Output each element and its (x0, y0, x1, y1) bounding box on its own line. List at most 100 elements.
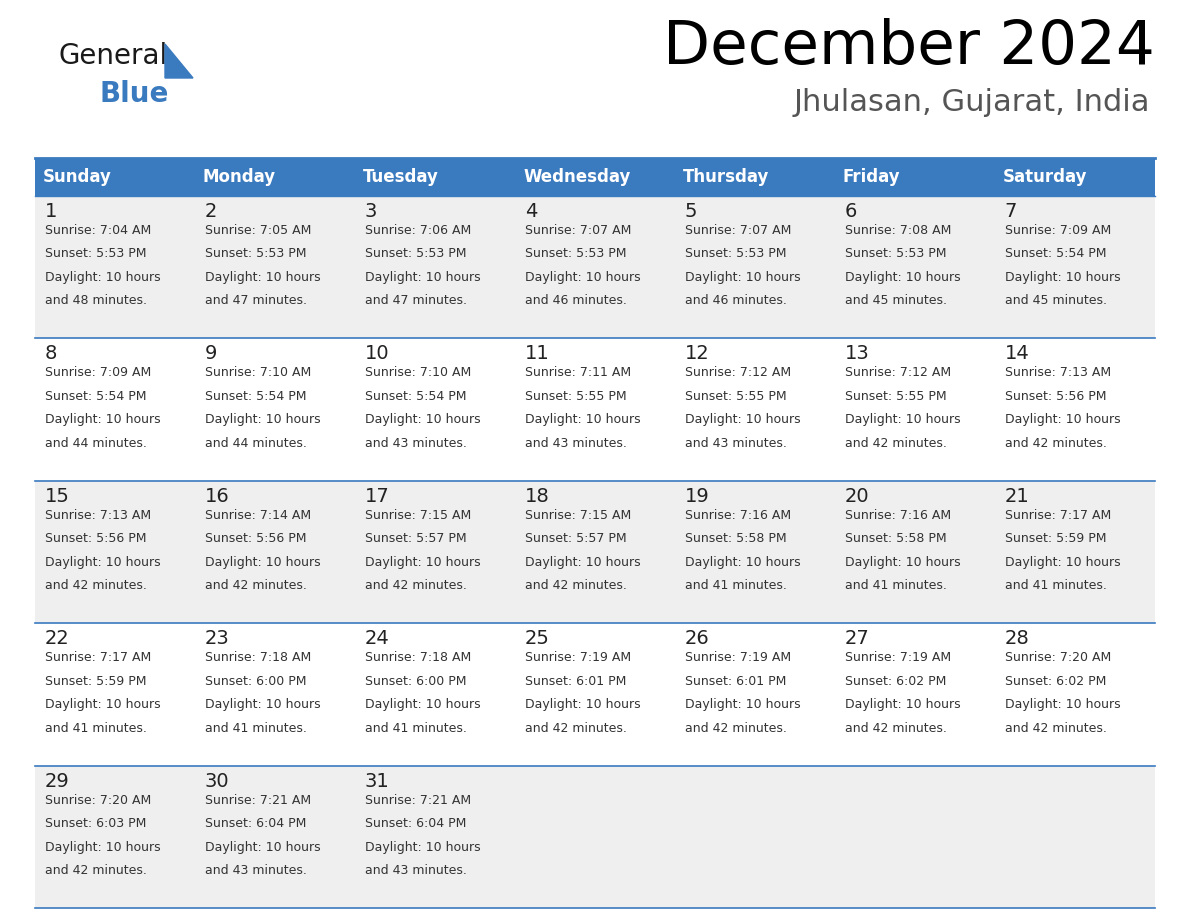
Text: Daylight: 10 hours: Daylight: 10 hours (45, 271, 160, 284)
Text: and 43 minutes.: and 43 minutes. (684, 437, 786, 450)
Text: 1: 1 (45, 202, 57, 221)
Text: Daylight: 10 hours: Daylight: 10 hours (1005, 271, 1120, 284)
Text: Daylight: 10 hours: Daylight: 10 hours (365, 841, 480, 854)
Text: and 41 minutes.: and 41 minutes. (204, 722, 307, 734)
Text: Daylight: 10 hours: Daylight: 10 hours (845, 699, 960, 711)
Text: Sunrise: 7:16 AM: Sunrise: 7:16 AM (684, 509, 791, 521)
Text: and 42 minutes.: and 42 minutes. (1005, 437, 1106, 450)
Text: Sunset: 5:53 PM: Sunset: 5:53 PM (365, 248, 466, 261)
Text: and 47 minutes.: and 47 minutes. (204, 295, 307, 308)
Text: Daylight: 10 hours: Daylight: 10 hours (204, 841, 321, 854)
Text: Sunrise: 7:18 AM: Sunrise: 7:18 AM (204, 651, 311, 665)
Text: Daylight: 10 hours: Daylight: 10 hours (845, 271, 960, 284)
Text: Sunset: 5:56 PM: Sunset: 5:56 PM (1005, 390, 1106, 403)
Text: 17: 17 (365, 487, 390, 506)
Bar (996, 158, 1155, 196)
Text: Sunrise: 7:07 AM: Sunrise: 7:07 AM (684, 224, 791, 237)
Text: Daylight: 10 hours: Daylight: 10 hours (45, 841, 160, 854)
Text: and 45 minutes.: and 45 minutes. (845, 295, 947, 308)
Text: 21: 21 (1005, 487, 1029, 506)
Text: and 41 minutes.: and 41 minutes. (845, 579, 947, 592)
Text: Sunrise: 7:15 AM: Sunrise: 7:15 AM (525, 509, 631, 521)
Text: Sunrise: 7:17 AM: Sunrise: 7:17 AM (1005, 509, 1111, 521)
Bar (34, 481, 1155, 623)
Text: and 43 minutes.: and 43 minutes. (525, 437, 626, 450)
Bar (195, 158, 355, 196)
Text: Sunset: 5:56 PM: Sunset: 5:56 PM (204, 532, 307, 545)
Text: and 47 minutes.: and 47 minutes. (365, 295, 467, 308)
Text: Monday: Monday (203, 168, 276, 186)
Text: and 41 minutes.: and 41 minutes. (365, 722, 467, 734)
Text: Sunset: 5:53 PM: Sunset: 5:53 PM (45, 248, 146, 261)
Text: 27: 27 (845, 629, 870, 648)
Text: Sunset: 5:59 PM: Sunset: 5:59 PM (45, 675, 146, 688)
Text: Sunrise: 7:19 AM: Sunrise: 7:19 AM (525, 651, 631, 665)
Text: Sunset: 5:53 PM: Sunset: 5:53 PM (845, 248, 946, 261)
Text: 20: 20 (845, 487, 870, 506)
Text: 14: 14 (1005, 344, 1029, 364)
Text: and 43 minutes.: and 43 minutes. (204, 864, 307, 877)
Text: Sunset: 6:03 PM: Sunset: 6:03 PM (45, 817, 146, 830)
Text: Sunrise: 7:13 AM: Sunrise: 7:13 AM (45, 509, 151, 521)
Text: Sunrise: 7:08 AM: Sunrise: 7:08 AM (845, 224, 950, 237)
Text: Daylight: 10 hours: Daylight: 10 hours (204, 271, 321, 284)
Bar (34, 339, 1155, 481)
Text: Daylight: 10 hours: Daylight: 10 hours (365, 413, 480, 426)
Text: and 41 minutes.: and 41 minutes. (1005, 579, 1106, 592)
Text: 10: 10 (365, 344, 390, 364)
Text: and 41 minutes.: and 41 minutes. (684, 579, 786, 592)
Text: General: General (58, 42, 168, 70)
Text: Daylight: 10 hours: Daylight: 10 hours (1005, 699, 1120, 711)
Text: and 48 minutes.: and 48 minutes. (45, 295, 146, 308)
Text: Daylight: 10 hours: Daylight: 10 hours (525, 699, 640, 711)
Text: Sunset: 5:53 PM: Sunset: 5:53 PM (525, 248, 626, 261)
Text: Sunrise: 7:07 AM: Sunrise: 7:07 AM (525, 224, 631, 237)
Text: and 42 minutes.: and 42 minutes. (525, 579, 626, 592)
Text: and 44 minutes.: and 44 minutes. (45, 437, 146, 450)
Text: 26: 26 (684, 629, 709, 648)
Text: Sunset: 5:54 PM: Sunset: 5:54 PM (204, 390, 307, 403)
Text: and 42 minutes.: and 42 minutes. (1005, 722, 1106, 734)
Text: Daylight: 10 hours: Daylight: 10 hours (204, 555, 321, 569)
Text: Daylight: 10 hours: Daylight: 10 hours (204, 413, 321, 426)
Text: Saturday: Saturday (1003, 168, 1087, 186)
Text: Sunset: 5:55 PM: Sunset: 5:55 PM (845, 390, 946, 403)
Bar (835, 158, 996, 196)
Text: Daylight: 10 hours: Daylight: 10 hours (684, 413, 801, 426)
Text: December 2024: December 2024 (663, 18, 1155, 77)
Text: Thursday: Thursday (683, 168, 770, 186)
Text: Daylight: 10 hours: Daylight: 10 hours (1005, 413, 1120, 426)
Text: Tuesday: Tuesday (364, 168, 438, 186)
Text: Daylight: 10 hours: Daylight: 10 hours (365, 699, 480, 711)
Text: and 45 minutes.: and 45 minutes. (1005, 295, 1106, 308)
Text: and 46 minutes.: and 46 minutes. (525, 295, 626, 308)
Text: 8: 8 (45, 344, 57, 364)
Text: 22: 22 (45, 629, 69, 648)
Text: Sunset: 6:04 PM: Sunset: 6:04 PM (365, 817, 466, 830)
Text: Blue: Blue (100, 80, 170, 108)
Text: and 44 minutes.: and 44 minutes. (204, 437, 307, 450)
Bar (34, 766, 1155, 908)
Text: Wednesday: Wednesday (523, 168, 631, 186)
Text: Daylight: 10 hours: Daylight: 10 hours (45, 555, 160, 569)
Text: Sunrise: 7:09 AM: Sunrise: 7:09 AM (1005, 224, 1111, 237)
Bar (355, 158, 516, 196)
Text: Sunrise: 7:13 AM: Sunrise: 7:13 AM (1005, 366, 1111, 379)
Text: Sunset: 6:04 PM: Sunset: 6:04 PM (204, 817, 307, 830)
Text: and 41 minutes.: and 41 minutes. (45, 722, 146, 734)
Text: 18: 18 (525, 487, 549, 506)
Text: 15: 15 (45, 487, 69, 506)
Text: Daylight: 10 hours: Daylight: 10 hours (684, 555, 801, 569)
Text: 7: 7 (1005, 202, 1017, 221)
Text: and 42 minutes.: and 42 minutes. (365, 579, 467, 592)
Text: Sunrise: 7:04 AM: Sunrise: 7:04 AM (45, 224, 151, 237)
Text: Sunset: 5:56 PM: Sunset: 5:56 PM (45, 532, 146, 545)
Text: Sunrise: 7:19 AM: Sunrise: 7:19 AM (684, 651, 791, 665)
Text: Sunset: 5:55 PM: Sunset: 5:55 PM (525, 390, 626, 403)
Text: 9: 9 (204, 344, 217, 364)
Text: Sunrise: 7:10 AM: Sunrise: 7:10 AM (204, 366, 311, 379)
Text: 13: 13 (845, 344, 870, 364)
Text: Sunset: 5:59 PM: Sunset: 5:59 PM (1005, 532, 1106, 545)
Text: 31: 31 (365, 772, 390, 790)
Text: and 43 minutes.: and 43 minutes. (365, 437, 467, 450)
